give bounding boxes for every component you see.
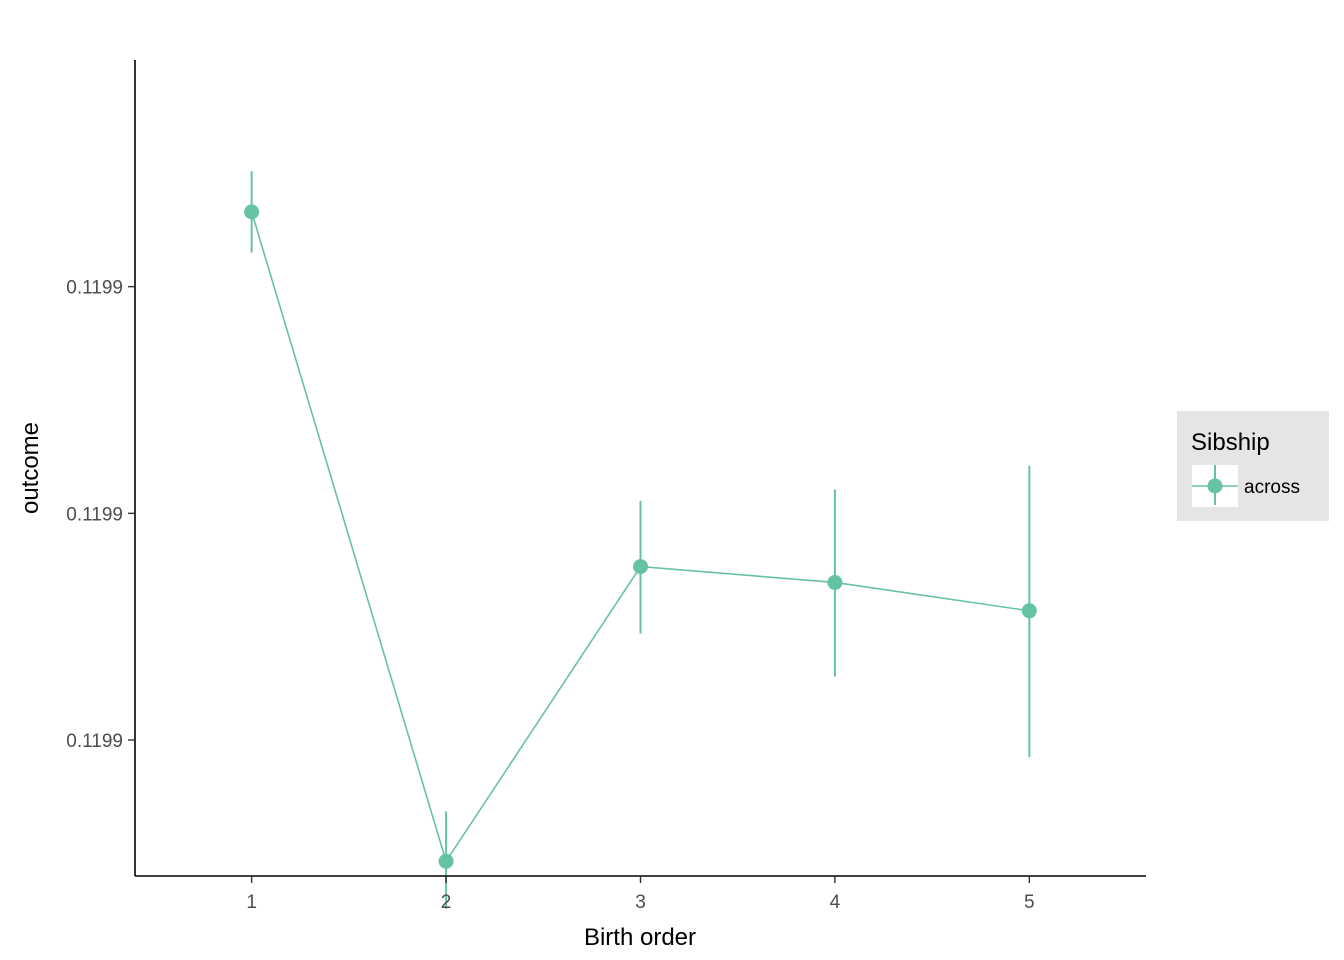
legend-label: across [1244,477,1300,498]
x-axis-title: Birth order [584,924,696,951]
y-tick-label: 0.1199 [66,504,123,525]
data-point [244,204,260,220]
legend-keys: across [1192,465,1300,507]
x-tick-label: 3 [635,892,646,913]
x-tick-label: 2 [441,892,452,913]
x-tick-label: 1 [246,892,257,913]
y-tick-label: 0.1199 [66,731,123,752]
legend: Sibship across [1177,411,1329,521]
legend-title: Sibship [1191,429,1270,456]
axes [134,60,1146,877]
x-tick-label: 5 [1024,892,1035,913]
x-tick-label: 4 [830,892,841,913]
y-axis-title: outcome [17,422,44,514]
data-point [827,574,843,590]
ticks: 1 2 3 4 5 0.1199 0.1199 0.1199 [66,278,1034,913]
data-point [438,853,454,869]
plot-area [244,171,1037,909]
data-point [1021,603,1037,619]
legend-key-point [1207,478,1223,494]
y-tick-label: 0.1199 [66,278,123,299]
data-point [633,559,648,575]
